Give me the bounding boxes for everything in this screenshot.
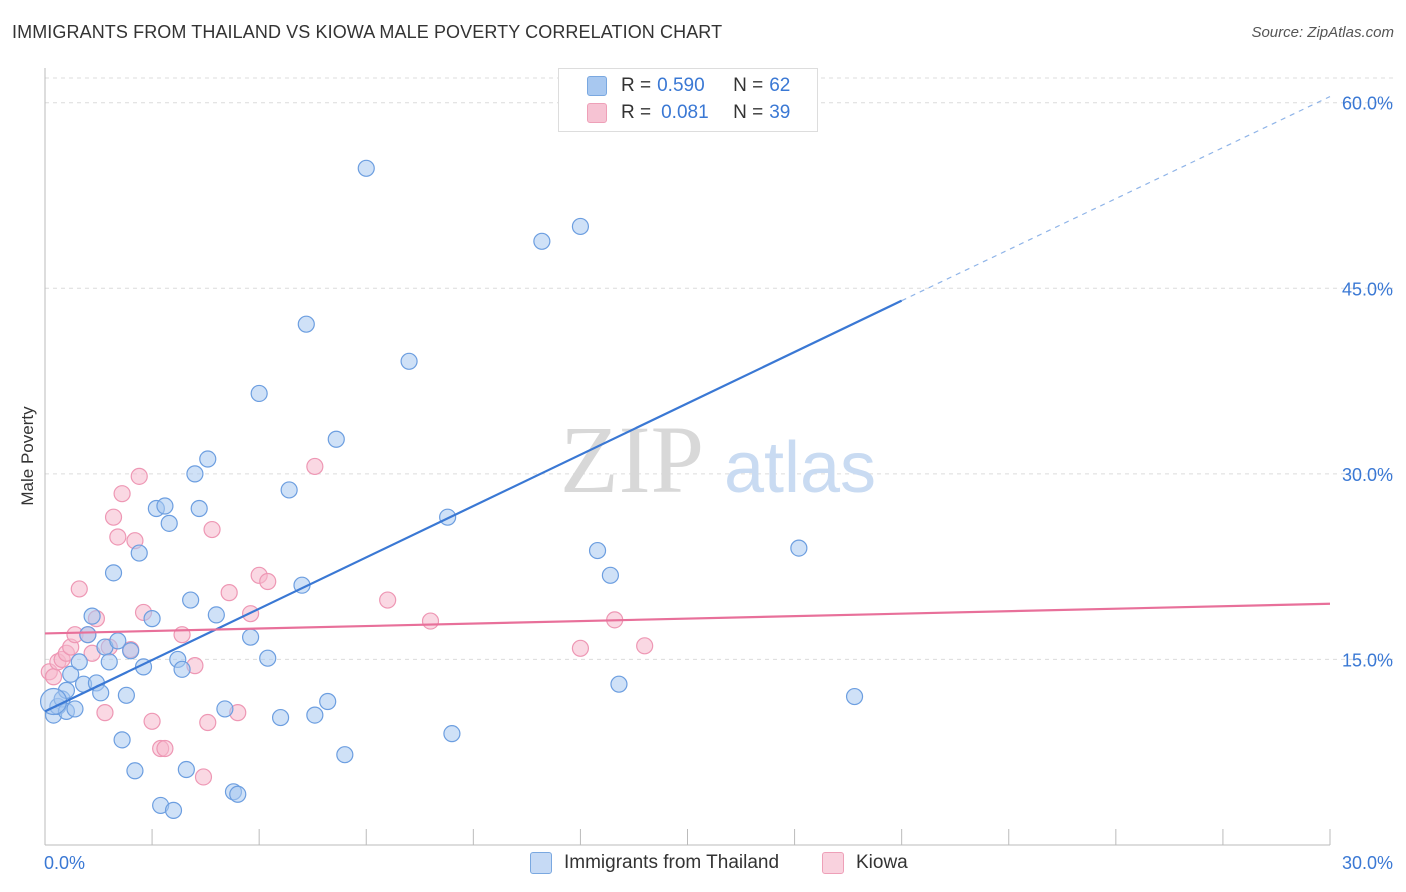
watermark-zip: ZIP <box>560 406 704 513</box>
legend-n-value: 62 <box>769 75 791 96</box>
point-thailand-cluster <box>39 687 68 716</box>
trendline-thailand-extension <box>901 96 1331 302</box>
point-thailand <box>70 653 88 671</box>
legend-row-thailand: R = 0.590 N = 62 <box>587 73 790 99</box>
y-tick-label: 60.0% <box>1342 94 1393 114</box>
legend-n-value: 39 <box>769 102 791 123</box>
point-thailand <box>177 760 195 779</box>
correlation-legend: R = 0.590 N = 62 R = 0.081 N = 39 <box>558 68 818 132</box>
point-kiowa <box>130 467 148 485</box>
point-thailand <box>571 217 590 236</box>
point-thailand <box>250 384 268 403</box>
y-tick-label: 45.0% <box>1342 279 1393 299</box>
point-kiowa <box>104 508 123 526</box>
x-tick-label: 0.0% <box>44 853 85 873</box>
point-thailand <box>79 626 97 644</box>
point-kiowa <box>70 580 88 598</box>
legend-r-label: R = <box>621 102 652 123</box>
point-thailand <box>601 566 620 584</box>
point-kiowa <box>306 457 324 476</box>
point-thailand <box>173 660 191 678</box>
legend-swatch-thailand <box>587 76 607 96</box>
legend-n-label: N = <box>733 102 764 123</box>
point-thailand <box>319 692 337 711</box>
bottom-legend-swatch-kiowa <box>822 852 844 874</box>
y-tick-label: 30.0% <box>1342 465 1393 485</box>
point-thailand <box>229 785 247 803</box>
point-thailand <box>182 591 200 609</box>
legend-r-value: 0.590 <box>657 75 705 96</box>
point-kiowa <box>203 520 221 539</box>
point-thailand <box>207 606 225 624</box>
point-kiowa <box>379 591 397 609</box>
point-kiowa <box>199 713 217 732</box>
point-thailand <box>126 762 144 780</box>
point-thailand <box>83 607 101 625</box>
x-tick-label: 30.0% <box>1342 853 1393 873</box>
point-thailand <box>100 653 118 671</box>
point-thailand <box>280 481 298 499</box>
point-thailand <box>156 497 174 515</box>
legend-r-label: R = <box>621 75 652 96</box>
point-thailand <box>259 649 277 667</box>
point-thailand <box>327 430 345 448</box>
point-thailand <box>130 544 148 562</box>
point-thailand <box>400 352 418 370</box>
point-thailand <box>845 687 864 706</box>
legend-r-value: 0.081 <box>661 102 709 123</box>
source-label: Source: ZipAtlas.com <box>1251 24 1394 41</box>
point-kiowa <box>220 584 238 602</box>
point-thailand <box>117 686 135 704</box>
point-kiowa <box>113 485 131 503</box>
point-thailand <box>122 642 140 660</box>
point-thailand <box>588 541 607 560</box>
point-thailand <box>164 801 183 819</box>
point-kiowa <box>636 637 654 655</box>
point-kiowa <box>109 528 127 546</box>
y-tick-label: 15.0% <box>1342 650 1393 670</box>
point-thailand <box>357 159 375 177</box>
bottom-legend-swatch-thailand <box>530 852 552 874</box>
point-thailand <box>443 725 461 743</box>
point-thailand <box>199 450 217 468</box>
point-kiowa <box>44 668 63 686</box>
point-thailand <box>336 746 354 764</box>
point-thailand <box>297 315 315 333</box>
legend-row-kiowa: R = 0.081 N = 39 <box>587 100 790 126</box>
bottom-legend-kiowa: Kiowa <box>822 852 908 874</box>
point-thailand <box>271 708 290 727</box>
point-thailand <box>62 665 80 683</box>
point-kiowa <box>143 712 161 730</box>
point-thailand <box>66 700 84 718</box>
bottom-legend-thailand: Immigrants from Thailand <box>530 852 779 874</box>
point-kiowa <box>194 768 213 786</box>
trendline-thailand <box>44 299 903 713</box>
point-kiowa <box>156 739 174 758</box>
point-thailand <box>113 731 131 749</box>
point-kiowa <box>259 572 277 591</box>
point-thailand <box>306 706 324 724</box>
point-kiowa <box>421 612 440 630</box>
bottom-legend-label-thailand: Immigrants from Thailand <box>564 852 780 873</box>
point-thailand <box>610 675 628 693</box>
point-thailand <box>533 232 551 250</box>
point-thailand <box>186 465 204 483</box>
bottom-legend-label-kiowa: Kiowa <box>856 852 908 873</box>
chart-title: IMMIGRANTS FROM THAILAND VS KIOWA MALE P… <box>12 22 723 42</box>
point-thailand <box>216 700 234 718</box>
legend-n-label: N = <box>733 75 764 96</box>
point-kiowa <box>571 639 590 657</box>
point-thailand <box>143 610 161 628</box>
point-kiowa <box>96 704 114 722</box>
point-thailand <box>242 628 260 646</box>
watermark-atlas: atlas <box>724 428 876 508</box>
point-thailand <box>109 632 127 650</box>
legend-swatch-kiowa <box>587 103 607 123</box>
point-thailand <box>104 564 123 582</box>
point-thailand <box>160 514 178 532</box>
point-thailand <box>190 499 208 518</box>
point-thailand <box>790 539 808 557</box>
trendline-kiowa <box>44 602 1331 635</box>
